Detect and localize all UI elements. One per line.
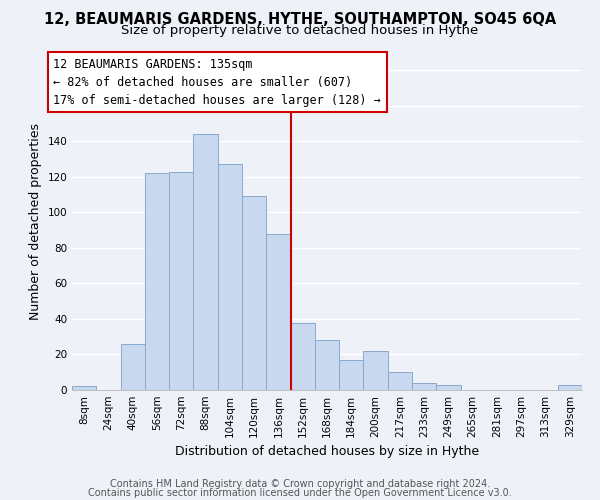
Bar (242, 196, 266, 390)
Bar (290, 322, 315, 390)
Bar (72, 386, 96, 390)
Bar (145, 174, 169, 390)
Text: 12, BEAUMARIS GARDENS, HYTHE, SOUTHAMPTON, SO45 6QA: 12, BEAUMARIS GARDENS, HYTHE, SOUTHAMPTO… (44, 12, 556, 28)
Text: 12 BEAUMARIS GARDENS: 135sqm
← 82% of detached houses are smaller (607)
17% of s: 12 BEAUMARIS GARDENS: 135sqm ← 82% of de… (53, 58, 381, 106)
Bar (315, 340, 339, 390)
Text: Size of property relative to detached houses in Hythe: Size of property relative to detached ho… (121, 24, 479, 37)
Bar (364, 351, 388, 390)
Bar (169, 172, 193, 390)
Bar (339, 360, 364, 390)
Bar (412, 383, 436, 390)
Bar (193, 134, 218, 390)
Bar (388, 372, 412, 390)
Bar (436, 384, 461, 390)
Bar (218, 164, 242, 390)
X-axis label: Distribution of detached houses by size in Hythe: Distribution of detached houses by size … (175, 446, 479, 458)
Y-axis label: Number of detached properties: Number of detached properties (29, 122, 42, 320)
Bar (558, 384, 582, 390)
Bar (266, 234, 290, 390)
Bar (121, 344, 145, 390)
Text: Contains HM Land Registry data © Crown copyright and database right 2024.: Contains HM Land Registry data © Crown c… (110, 479, 490, 489)
Text: Contains public sector information licensed under the Open Government Licence v3: Contains public sector information licen… (88, 488, 512, 498)
